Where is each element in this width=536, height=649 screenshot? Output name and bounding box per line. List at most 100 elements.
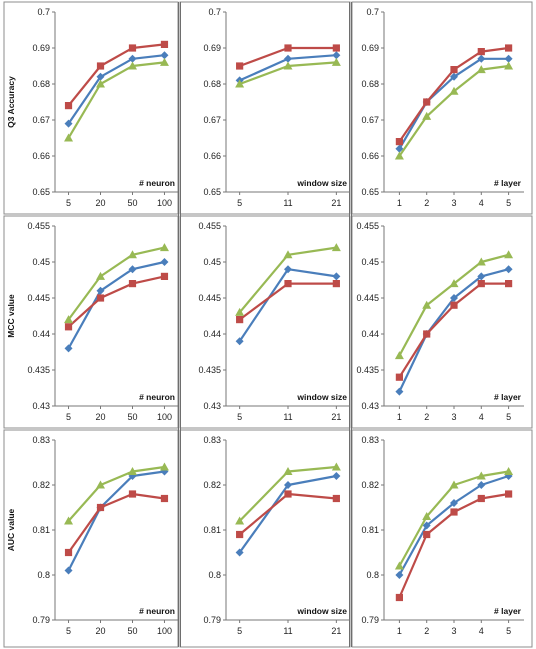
panel-frame-0-2 <box>351 1 533 215</box>
y-tick-label: 0.83 <box>32 435 50 445</box>
x-tick-label: 100 <box>157 626 172 636</box>
data-point-red <box>128 44 137 52</box>
data-point-red <box>96 503 105 512</box>
x-axis-label: # neuron <box>139 392 175 402</box>
x-tick-label: 50 <box>127 198 137 208</box>
data-point-red <box>423 330 431 338</box>
data-point-blue <box>128 265 137 274</box>
data-point-red <box>332 44 340 52</box>
x-tick-label: 3 <box>451 412 456 422</box>
data-point-blue <box>395 571 404 579</box>
data-point-blue <box>332 272 341 281</box>
data-point-green <box>504 61 514 70</box>
subplot-2-2: 0.79 0.8 0.81 0.82 0.83 1 2 3 4 5 # layer <box>361 435 524 636</box>
data-point-red <box>128 280 137 288</box>
x-tick-label: 50 <box>127 412 137 422</box>
data-point-blue <box>96 286 105 295</box>
y-tick-label: 0.82 <box>32 480 50 490</box>
x-tick-label: 5 <box>506 198 511 208</box>
data-point-blue <box>504 265 513 274</box>
panel-frame-1-2 <box>351 215 533 429</box>
data-point-blue <box>284 265 292 274</box>
subplot-2-1: 0.79 0.8 0.81 0.82 0.83 5 11 21 window size <box>203 435 350 636</box>
x-tick-label: 100 <box>157 198 172 208</box>
series-line-blue <box>67 54 165 125</box>
subplot-2-0: 0.79 0.8 0.81 0.82 0.83 5 20 50 100 # neuron <box>32 435 178 636</box>
y-tick-label: 0.69 <box>203 43 221 53</box>
y-tick-label: 0.44 <box>203 329 221 339</box>
data-point-blue <box>284 54 292 63</box>
x-tick-label: 21 <box>331 198 341 208</box>
y-tick-label: 0.455 <box>356 221 379 231</box>
y-tick-label: 0.435 <box>356 365 379 375</box>
x-tick-label: 5 <box>66 198 71 208</box>
y-tick-label: 0.66 <box>203 151 221 161</box>
data-point-blue <box>450 294 458 302</box>
y-tick-label: 0.8 <box>37 570 50 580</box>
y-tick-label: 0.65 <box>361 187 379 197</box>
panel-frame-2-0 <box>3 429 179 648</box>
y-tick-label: 0.45 <box>361 257 379 267</box>
x-tick-label: 3 <box>451 626 456 636</box>
data-point-blue <box>477 272 486 281</box>
data-point-green <box>449 279 459 288</box>
data-point-blue <box>450 72 458 81</box>
x-tick-label: 5 <box>237 198 242 208</box>
data-point-green <box>476 471 486 480</box>
panel-frame-0-1 <box>179 1 351 215</box>
data-point-green <box>283 467 293 475</box>
x-axis-label: # neuron <box>139 178 175 188</box>
data-point-blue <box>395 144 404 153</box>
x-tick-label: 1 <box>397 198 402 208</box>
data-point-red <box>477 48 485 56</box>
data-point-red <box>64 323 73 331</box>
y-tick-label: 0.435 <box>198 365 221 375</box>
data-point-green <box>476 257 486 266</box>
data-point-blue <box>332 51 341 60</box>
data-point-green <box>127 61 137 70</box>
data-point-green <box>476 65 486 74</box>
x-tick-label: 3 <box>451 198 456 208</box>
data-point-red <box>96 294 105 302</box>
panel-frame-0-0 <box>3 1 179 215</box>
y-tick-label: 0.69 <box>361 43 379 53</box>
y-tick-label: 0.445 <box>198 293 221 303</box>
data-point-green <box>283 250 293 259</box>
data-point-red <box>477 494 485 503</box>
data-point-red <box>450 508 458 516</box>
x-tick-label: 2 <box>424 626 429 636</box>
y-tick-label: 0.44 <box>361 329 379 339</box>
data-point-red <box>395 138 403 146</box>
subplot-1-2: 0.43 0.435 0.44 0.445 0.45 0.455 1 2 3 4 5 # layer <box>356 221 524 422</box>
y-tick-label: 0.83 <box>361 435 379 445</box>
y-tick-label: 0.66 <box>361 151 379 161</box>
y-tick-label: 0.65 <box>203 187 221 197</box>
x-tick-label: 21 <box>331 626 341 636</box>
data-point-green <box>64 516 74 525</box>
x-tick-label: 4 <box>479 198 484 208</box>
panel-frame-1-1 <box>179 215 351 429</box>
x-axis-label: window size <box>296 606 347 616</box>
x-tick-label: 11 <box>283 626 292 636</box>
y-tick-label: 0.45 <box>203 257 221 267</box>
data-point-green <box>96 79 106 88</box>
data-point-green <box>422 300 432 309</box>
data-point-green <box>235 79 245 88</box>
y-tick-label: 0.67 <box>361 115 379 125</box>
data-point-red <box>423 98 431 106</box>
data-point-red <box>64 548 73 557</box>
x-tick-label: 20 <box>96 626 106 636</box>
x-tick-label: 5 <box>237 626 242 636</box>
subplot-0-1: 0.65 0.66 0.67 0.68 0.69 0.7 5 11 21 window size <box>203 7 350 208</box>
y-tick-label: 0.435 <box>27 365 50 375</box>
x-axis-label: # layer <box>494 178 522 188</box>
y-tick-label: 0.45 <box>32 257 50 267</box>
data-point-red <box>450 66 458 74</box>
data-point-red <box>236 316 244 324</box>
data-point-blue <box>64 344 73 353</box>
data-point-green <box>394 351 404 360</box>
series-line-red <box>67 492 165 554</box>
series-line-green <box>67 246 165 321</box>
x-tick-label: 5 <box>506 626 511 636</box>
